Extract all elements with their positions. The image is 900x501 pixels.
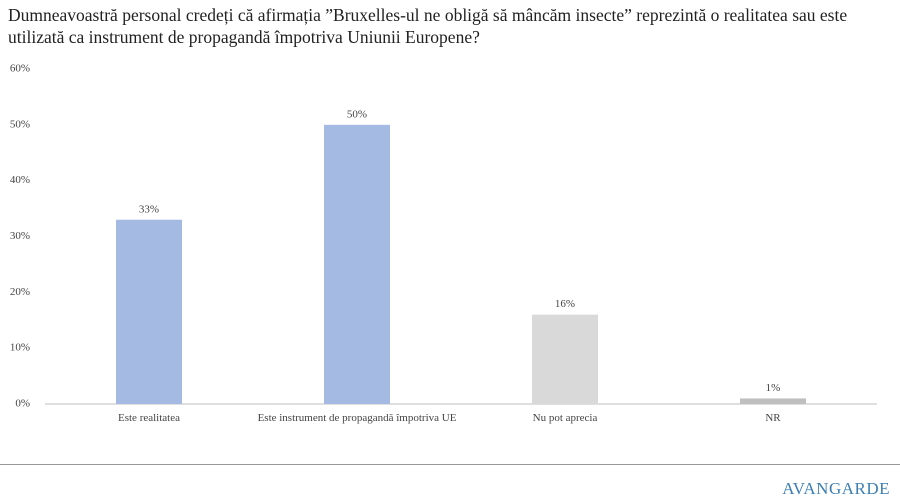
value-label: 50%	[347, 108, 367, 120]
y-tick-label: 40%	[10, 174, 30, 186]
bar	[324, 124, 390, 404]
y-tick-label: 20%	[10, 286, 30, 298]
y-tick-label: 0%	[15, 398, 30, 410]
chart-title: Dumneavoastră personal credeți că afirma…	[8, 5, 848, 47]
y-tick-label: 30%	[10, 230, 30, 242]
x-tick-label: Este instrument de propagandă împotriva …	[257, 412, 457, 424]
value-label: 16%	[555, 298, 575, 310]
x-tick-label: Este realitatea	[118, 412, 180, 424]
x-tick-label: NR	[765, 412, 781, 424]
separator	[0, 464, 900, 465]
logo: AVANGARDE	[782, 479, 890, 498]
x-tick-label: Nu pot aprecia	[532, 412, 598, 424]
bar	[532, 314, 598, 404]
bar	[116, 219, 182, 404]
y-tick-label: 50%	[10, 118, 30, 130]
value-label: 1%	[766, 382, 781, 394]
y-tick-label: 60%	[10, 63, 30, 75]
value-label: 33%	[139, 203, 159, 215]
bar	[740, 398, 806, 404]
y-tick-label: 10%	[10, 342, 30, 354]
